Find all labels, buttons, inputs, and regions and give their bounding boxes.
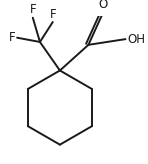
Text: O: O <box>98 0 107 11</box>
Text: OH: OH <box>127 33 145 46</box>
Text: F: F <box>29 3 36 16</box>
Text: F: F <box>49 8 56 21</box>
Text: F: F <box>9 31 16 44</box>
